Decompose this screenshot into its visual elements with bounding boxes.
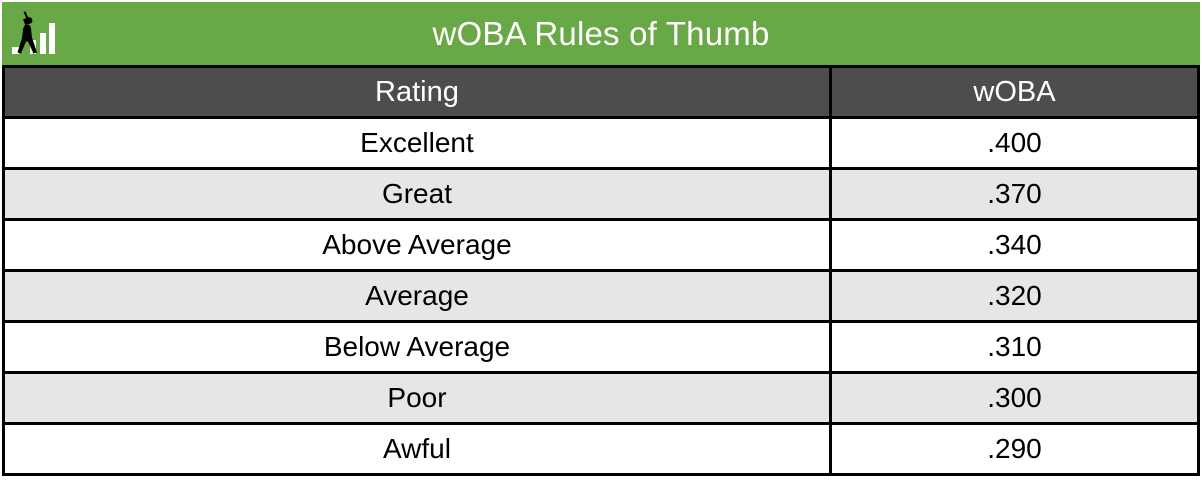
woba-cell: .310 <box>828 320 1201 374</box>
table-row: Above Average .340 <box>2 218 1201 272</box>
table-row: Awful .290 <box>2 422 1201 476</box>
woba-cell: .340 <box>828 218 1201 272</box>
woba-cell: .400 <box>828 116 1201 170</box>
table-row: Average .320 <box>2 269 1201 323</box>
woba-cell: .290 <box>828 422 1201 476</box>
rating-cell: Excellent <box>2 116 832 170</box>
rating-cell: Poor <box>2 371 832 425</box>
rating-cell: Average <box>2 269 832 323</box>
page-title: wOBA Rules of Thumb <box>432 14 770 52</box>
header-woba-cell: wOBA <box>828 65 1201 119</box>
fangraphs-batter-bars-icon <box>12 11 55 54</box>
table-row: Great .370 <box>2 167 1201 221</box>
header-rating-cell: Rating <box>2 65 832 119</box>
rating-cell: Great <box>2 167 832 221</box>
rules-table: Rating wOBA Excellent .400 Great .370 Ab… <box>2 65 1201 476</box>
woba-cell: .320 <box>828 269 1201 323</box>
table-row: Below Average .310 <box>2 320 1201 374</box>
table-row: Poor .300 <box>2 371 1201 425</box>
woba-cell: .300 <box>828 371 1201 425</box>
table-row: Excellent .400 <box>2 116 1201 170</box>
header-row: Rating wOBA <box>2 65 1201 119</box>
woba-cell: .370 <box>828 167 1201 221</box>
rating-cell: Above Average <box>2 218 832 272</box>
rating-cell: Below Average <box>2 320 832 374</box>
rating-cell: Awful <box>2 422 832 476</box>
title-banner: wOBA Rules of Thumb <box>2 2 1200 65</box>
